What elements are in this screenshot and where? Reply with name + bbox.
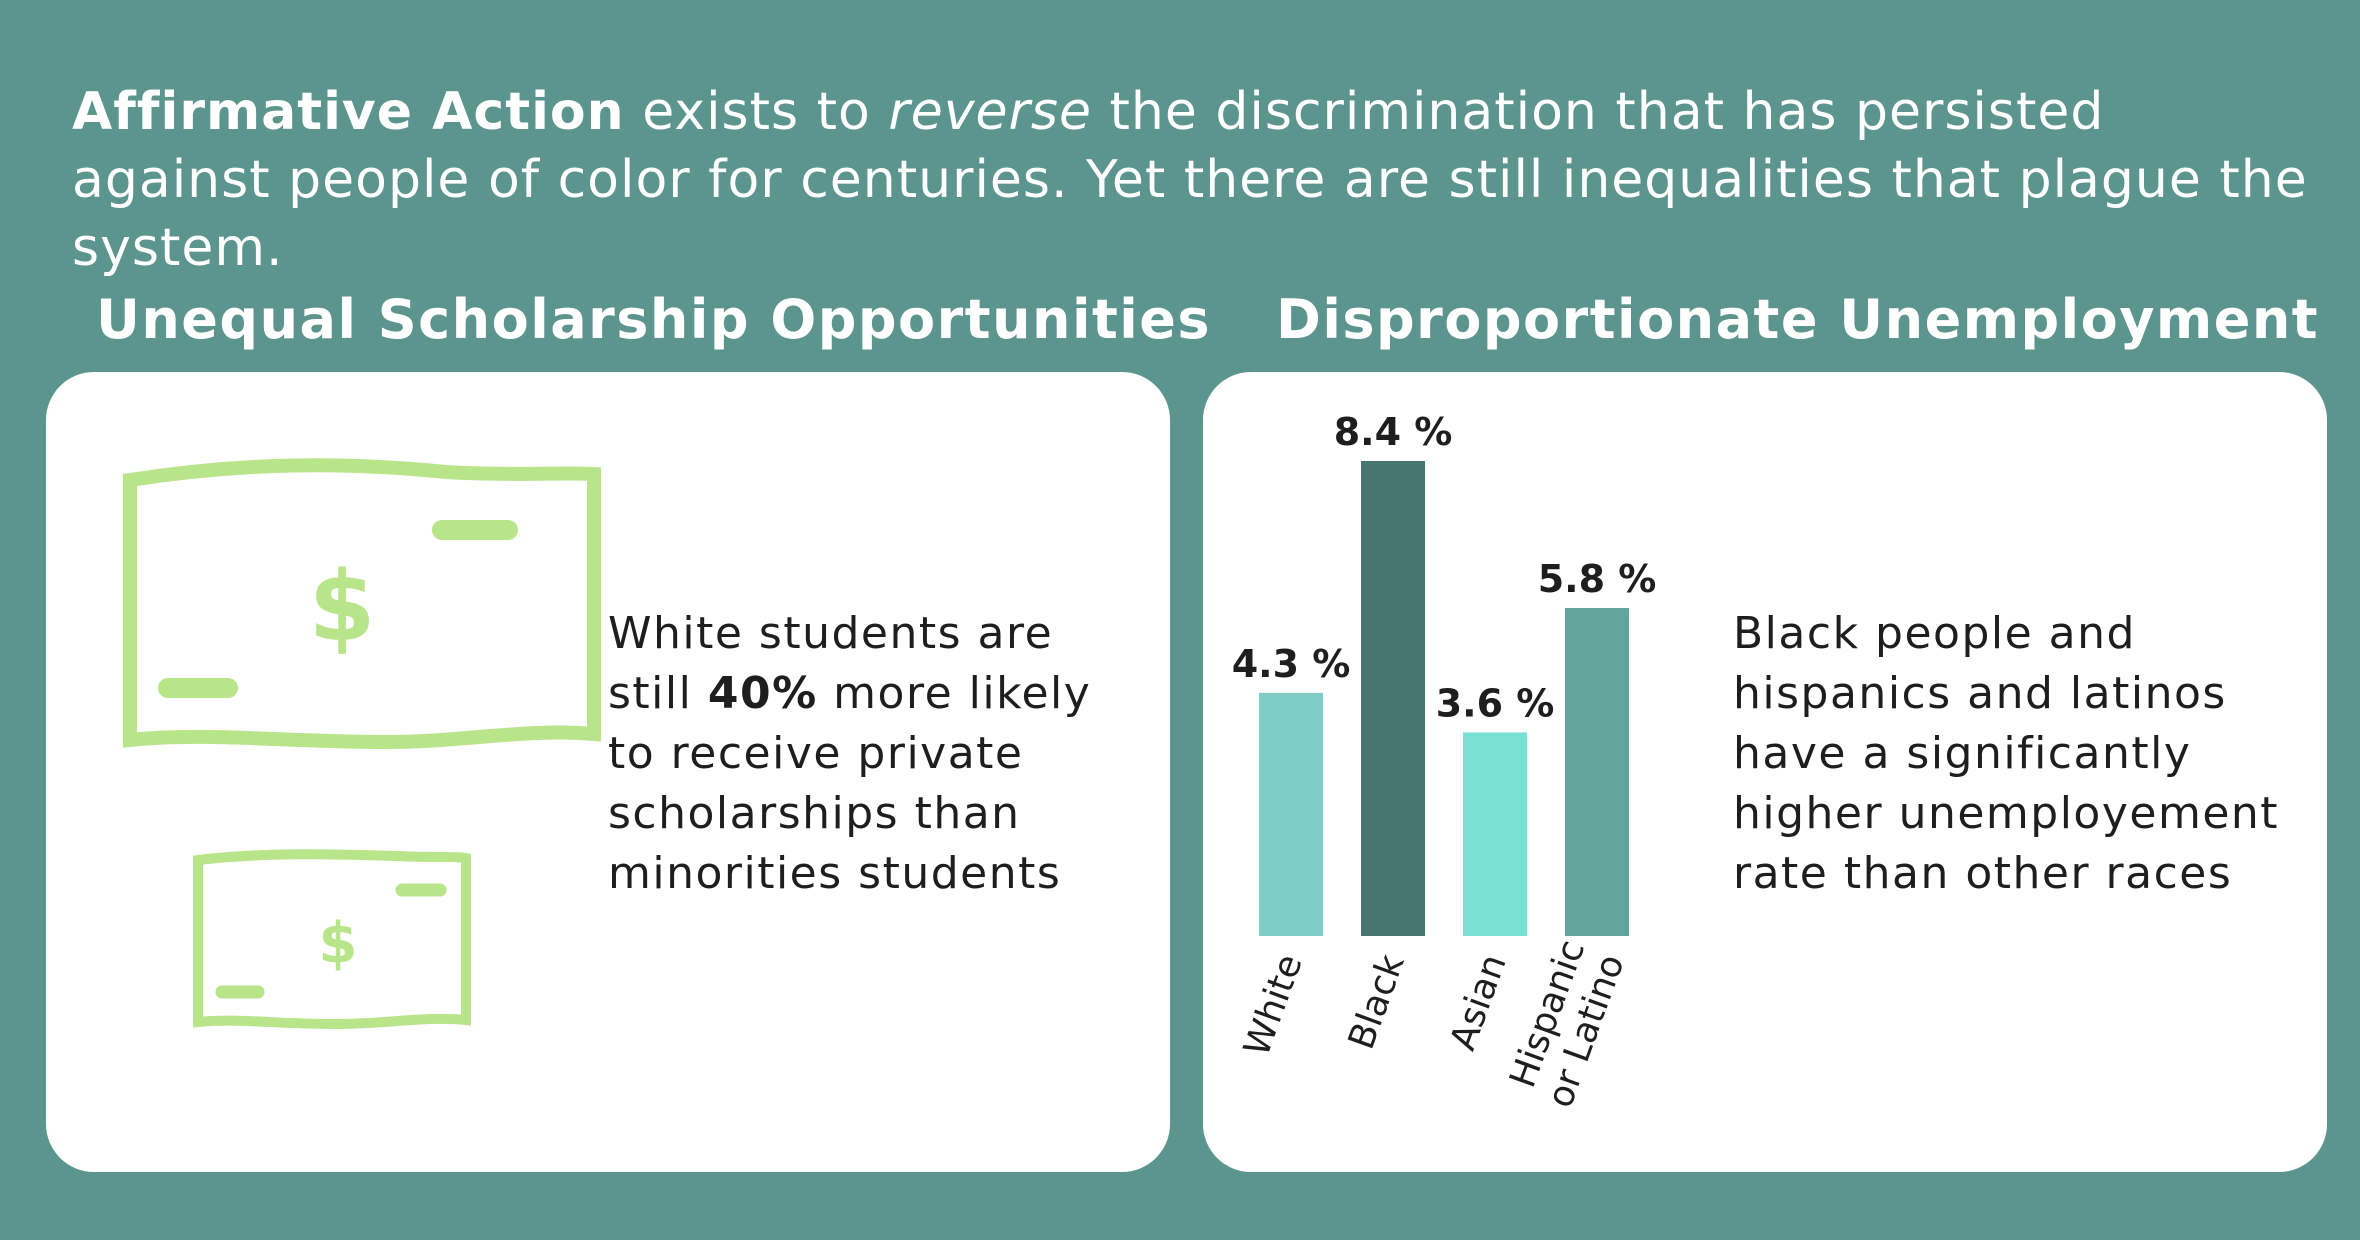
scholarship-text-bold: 40%	[707, 668, 818, 719]
intro-part1: exists to	[624, 82, 889, 142]
dollar-bill-icon	[123, 458, 601, 750]
category-label: Hispanicor Latino	[1500, 935, 1632, 1113]
scholarship-card: $ $ White students are still 40% more li…	[46, 372, 1170, 1172]
intro-text: Affirmative Action exists to reverse the…	[72, 78, 2312, 282]
bar-value-label: 8.4 %	[1334, 410, 1453, 454]
bar-white	[1259, 692, 1323, 936]
unemployment-bar-chart: 4.3 % White 8.4 % Black 3.6 % Asian 5.8 % Hispa…	[1232, 410, 1657, 1113]
unemployment-text: Black people and hispanics and latinos h…	[1733, 608, 2280, 899]
category-label: White	[1236, 949, 1310, 1061]
scholarship-title: Unequal Scholarship Opportunities	[96, 288, 1212, 351]
dollar-sign-icon: $	[319, 911, 358, 976]
intro-bold: Affirmative Action	[72, 82, 625, 142]
unemployment-title: Disproportionate Unemployment	[1276, 288, 2320, 351]
bar-value-label: 5.8 %	[1538, 557, 1657, 601]
bar-value-label: 3.6 %	[1436, 681, 1555, 725]
bar-hispanic-or-latino	[1565, 608, 1629, 936]
dollar-bills-illustration: $ $	[123, 458, 601, 1030]
unemployment-card: 4.3 % White 8.4 % Black 3.6 % Asian 5.8 % Hispa…	[1203, 372, 2327, 1172]
scholarship-text-after: more likely to receive private scholarsh…	[608, 668, 1092, 899]
scholarship-text: White students are still 40% more likely…	[608, 604, 1148, 904]
dollar-sign-icon: $	[309, 551, 376, 663]
scholarship-text-before: White students are still	[608, 608, 1054, 719]
intro-part2: the discrimination that has persisted ag…	[72, 82, 2308, 278]
intro-italic: reverse	[888, 82, 1092, 142]
bar-black	[1361, 461, 1425, 936]
bar-value-label: 4.3 %	[1232, 642, 1351, 686]
category-label: Asian	[1443, 949, 1515, 1055]
category-label: Black	[1341, 949, 1413, 1055]
bar-asian	[1463, 732, 1527, 936]
dollar-bill-icon	[193, 849, 471, 1030]
